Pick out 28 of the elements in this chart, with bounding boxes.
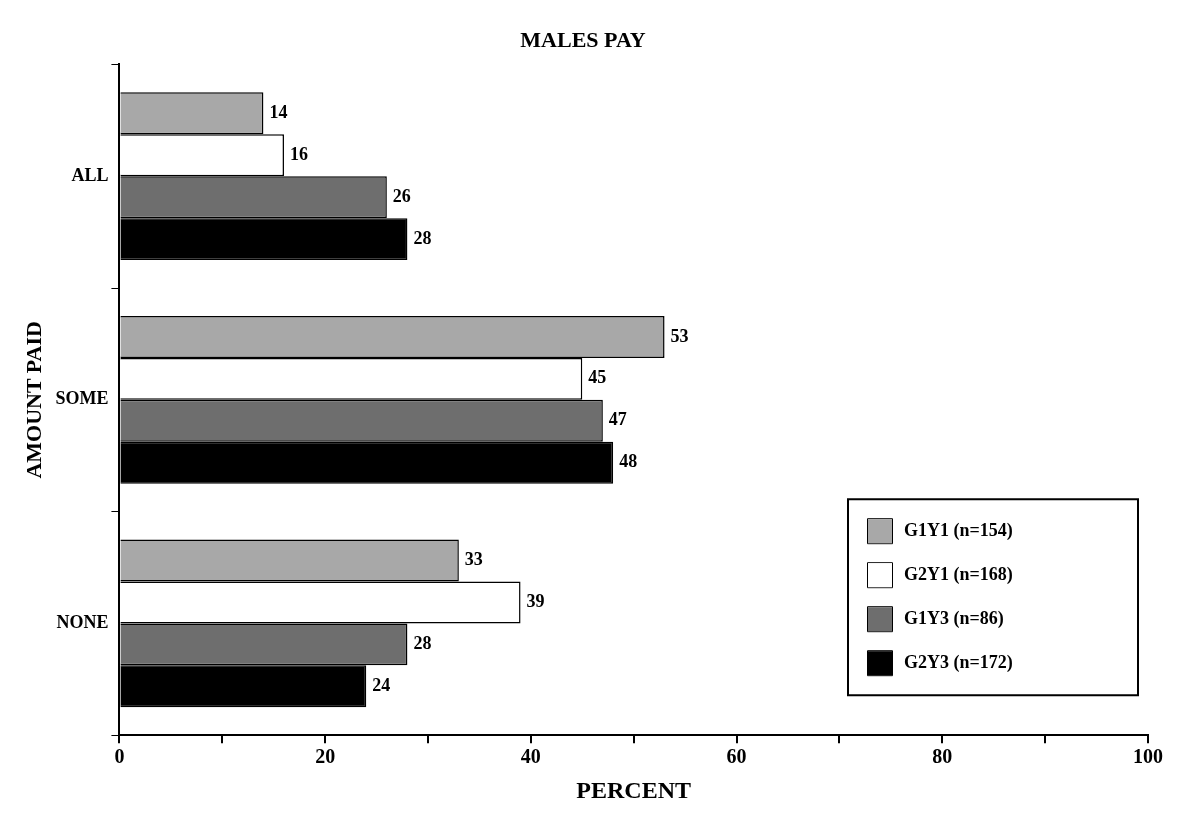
data-label: 33 [464, 549, 483, 570]
y-tick-label: ALL [71, 164, 109, 185]
data-label: 47 [608, 409, 627, 430]
x-tick-label: 100 [1133, 745, 1163, 768]
chart-title: MALES PAY [520, 26, 646, 52]
legend-label: G2Y1 (n=168) [904, 563, 1013, 585]
x-tick-label: 20 [315, 745, 336, 768]
x-axis-title: PERCENT [576, 776, 692, 803]
data-label: 14 [269, 101, 288, 122]
legend-label: G1Y3 (n=86) [904, 607, 1004, 629]
data-label: 39 [526, 591, 545, 612]
x-tick-label: 40 [520, 745, 541, 768]
data-label: 48 [619, 451, 638, 472]
data-label: 28 [413, 227, 432, 248]
data-label: 53 [670, 325, 689, 346]
data-label: 45 [588, 367, 607, 388]
data-label: 16 [289, 143, 308, 164]
y-axis-title: AMOUNT PAID [20, 321, 46, 479]
data-label: 26 [392, 185, 411, 206]
data-label: 24 [372, 674, 391, 695]
legend-label: G2Y3 (n=172) [904, 651, 1013, 673]
legend-label: G1Y1 (n=154) [904, 519, 1013, 541]
x-tick-label: 0 [114, 745, 125, 768]
data-label: 28 [413, 633, 432, 654]
y-tick-label: NONE [56, 612, 109, 633]
x-tick-label: 80 [932, 745, 953, 768]
x-tick-label: 60 [726, 745, 747, 768]
y-tick-label: SOME [55, 388, 109, 409]
